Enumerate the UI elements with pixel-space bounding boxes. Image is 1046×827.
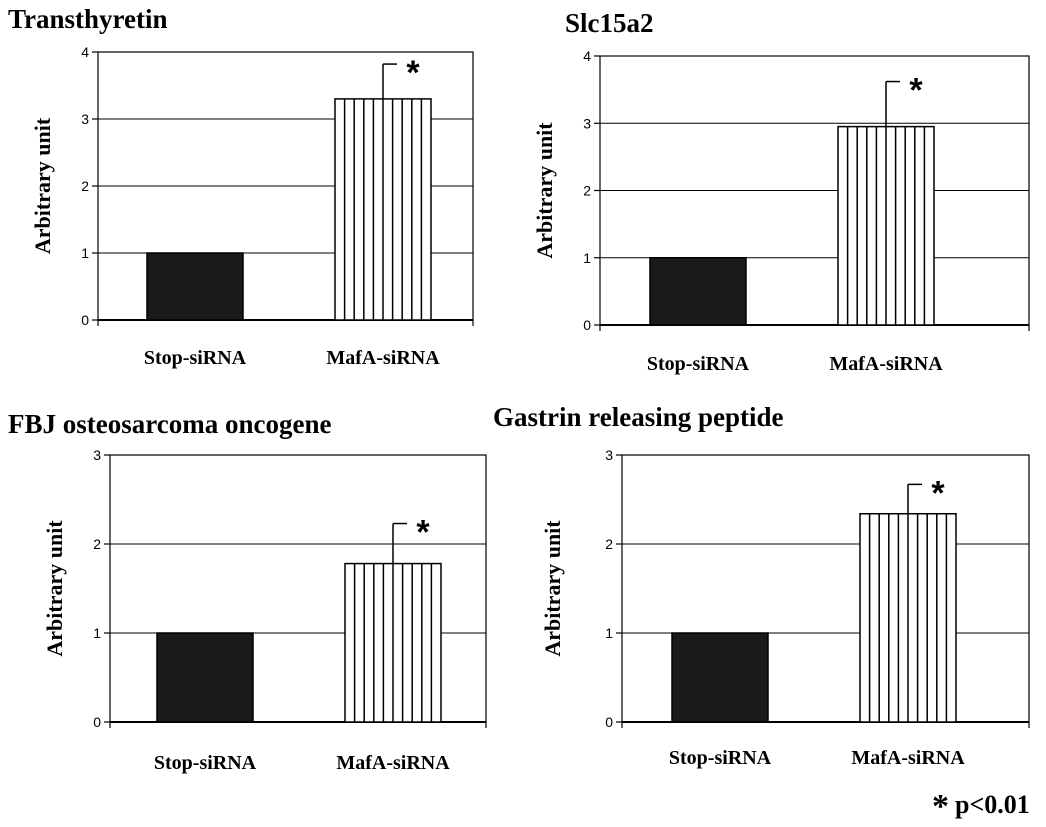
y-tick-label: 0 [93,714,101,730]
y-tick-label: 1 [81,245,89,261]
y-axis-label: Arbitrary unit [30,117,55,254]
chart-panel-3: FBJ osteosarcoma oncogene 0 1 2 3 Arbitrary u… [8,409,487,774]
significance-footnote: * p<0.01 [932,788,1030,826]
chart-panel-1: Transthyretin 0 1 2 3 4 Arbitrary unit Stop-siR… [8,4,474,369]
bar-stop-sirna [671,632,769,723]
y-tick-label: 3 [93,447,101,463]
x-tick-label: MafA-siRNA [326,347,440,369]
y-axis-label: Arbitrary unit [42,520,67,657]
y-tick-label: 2 [605,536,613,552]
chart-title: FBJ osteosarcoma oncogene [8,409,331,439]
significance-marker: * [406,54,420,92]
y-tick-label: 4 [81,44,89,60]
y-tick-label: 0 [81,312,89,328]
y-tick-label: 1 [583,250,591,266]
significance-symbol: * [932,788,949,825]
y-tick-label: 3 [605,447,613,463]
bar-stop-sirna [156,632,254,723]
y-tick-label: 0 [583,317,591,333]
x-tick-label: MafA-siRNA [336,752,450,774]
significance-marker: * [909,72,923,110]
x-tick-label: Stop-siRNA [669,747,772,769]
x-tick-label: Stop-siRNA [144,347,247,369]
significance-text: p<0.01 [955,790,1030,819]
x-tick-label: Stop-siRNA [647,353,750,375]
chart-title: Transthyretin [8,4,168,34]
bar-stop-sirna [649,257,747,326]
chart-title: Slc15a2 [565,8,654,38]
y-tick-label: 3 [81,111,89,127]
x-tick-label: MafA-siRNA [829,353,943,375]
significance-marker: * [931,474,945,512]
y-tick-label: 3 [583,115,591,131]
chart-title: Gastrin releasing peptide [493,402,784,432]
y-tick-label: 2 [81,178,89,194]
y-tick-label: 4 [583,48,591,64]
x-tick-label: Stop-siRNA [154,752,257,774]
y-axis-label: Arbitrary unit [540,520,565,657]
y-tick-label: 1 [93,625,101,641]
y-tick-label: 2 [583,183,591,199]
y-axis-label: Arbitrary unit [532,122,557,259]
y-tick-label: 2 [93,536,101,552]
chart-panel-2: Slc15a2 0 1 2 3 4 Arbitrary unit Stop-siRNA * Maf… [532,8,1030,375]
y-tick-label: 0 [605,714,613,730]
chart-panel-4: Gastrin releasing peptide 0 1 2 3 Arbitrary u… [493,402,1030,769]
significance-marker: * [416,514,430,552]
bar-stop-sirna [146,252,244,321]
x-tick-label: MafA-siRNA [851,747,965,769]
y-tick-label: 1 [605,625,613,641]
